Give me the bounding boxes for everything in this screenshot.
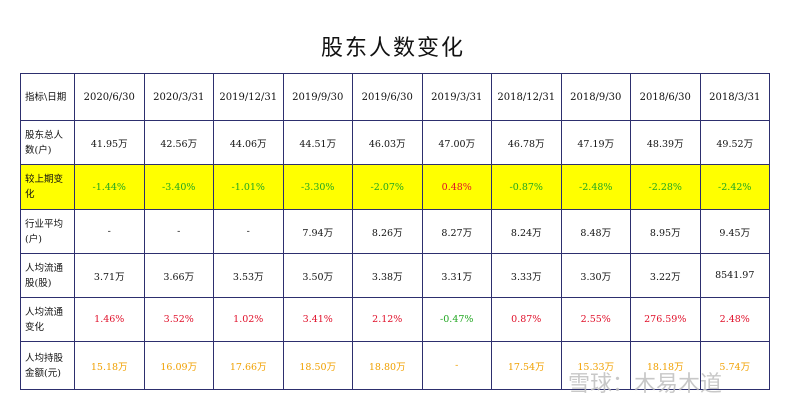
value-cell: 8541.97 <box>699 253 770 298</box>
date-header-cell: 2019/3/31 <box>421 73 492 121</box>
value-cell: 18.18万 <box>630 341 701 390</box>
value-cell: 18.50万 <box>282 341 353 390</box>
value-cell: 47.19万 <box>560 120 631 165</box>
value-cell: -3.30% <box>282 164 353 210</box>
value-cell: -0.87% <box>491 164 562 210</box>
value-cell: 15.18万 <box>74 341 145 390</box>
shareholder-table: 指标\日期 2020/6/30 2020/3/31 2019/12/31 2019/9… <box>20 73 770 390</box>
value-cell: 49.52万 <box>699 120 770 165</box>
table-row: 较上期变化 -1.44% -3.40% -1.01% -3.30% -2.07% 0.48%… <box>20 164 770 210</box>
table-body: 指标\日期 2020/6/30 2020/3/31 2019/12/31 2019/9… <box>20 73 770 390</box>
value-cell: 0.48% <box>421 164 492 210</box>
table-row: 人均流通股(股) 3.71万 3.66万 3.53万 3.50万 3.38万 3.31万 3.… <box>20 253 770 298</box>
corner-header-cell: 指标\日期 <box>20 73 75 121</box>
value-cell: - <box>74 209 145 254</box>
value-cell: 17.54万 <box>491 341 562 390</box>
value-cell: 3.22万 <box>630 253 701 298</box>
value-cell: 46.78万 <box>491 120 562 165</box>
value-cell: 48.39万 <box>630 120 701 165</box>
value-cell: 42.56万 <box>143 120 214 165</box>
value-cell: 3.52% <box>143 297 214 342</box>
value-cell: 15.33万 <box>560 341 631 390</box>
value-cell: 8.95万 <box>630 209 701 254</box>
date-header-cell: 2020/6/30 <box>74 73 145 121</box>
table-header-row: 指标\日期 2020/6/30 2020/3/31 2019/12/31 2019/9… <box>20 73 770 121</box>
value-cell: 44.51万 <box>282 120 353 165</box>
value-cell: 5.74万 <box>699 341 770 390</box>
value-cell: 1.02% <box>213 297 284 342</box>
row-label-cell: 行业平均(户) <box>20 209 75 254</box>
row-label-cell: 股东总人数(户) <box>20 120 75 165</box>
value-cell: 8.24万 <box>491 209 562 254</box>
value-cell: 16.09万 <box>143 341 214 390</box>
row-label-cell: 人均流通变化 <box>20 297 75 342</box>
value-cell: 44.06万 <box>213 120 284 165</box>
date-header-cell: 2019/12/31 <box>213 73 284 121</box>
row-label-cell: 人均持股金额(元) <box>20 341 75 390</box>
value-cell: 3.50万 <box>282 253 353 298</box>
value-cell: 2.12% <box>352 297 423 342</box>
table-row: 股东总人数(户) 41.95万 42.56万 44.06万 44.51万 46.03万 47… <box>20 120 770 165</box>
value-cell: 3.53万 <box>213 253 284 298</box>
value-cell: 2.48% <box>699 297 770 342</box>
watermark: 雪球：木易木道 <box>568 372 723 397</box>
value-cell: 3.71万 <box>74 253 145 298</box>
value-cell: 3.31万 <box>421 253 492 298</box>
value-cell: 17.66万 <box>213 341 284 390</box>
table-row: 行业平均(户) - - -7.94万 8.26万 8.27万 8.24万 8.48万 8.95万… <box>20 209 770 254</box>
row-label-cell: 较上期变化 <box>20 164 75 210</box>
value-cell: 47.00万 <box>421 120 492 165</box>
value-cell: 3.38万 <box>352 253 423 298</box>
value-cell: 1.46% <box>74 297 145 342</box>
value-cell: - <box>143 209 214 254</box>
date-header-cell: 2018/6/30 <box>630 73 701 121</box>
value-cell: - <box>421 341 492 390</box>
value-cell: 41.95万 <box>74 120 145 165</box>
table-row: 人均流通变化 1.46% 3.52% 1.02% 3.41% 2.12% -0.47% 0.8… <box>20 297 770 342</box>
date-header-cell: 2020/3/31 <box>143 73 214 121</box>
value-cell: -3.40% <box>143 164 214 210</box>
value-cell: 3.33万 <box>491 253 562 298</box>
value-cell: 18.80万 <box>352 341 423 390</box>
date-header-cell: 2018/12/31 <box>491 73 562 121</box>
value-cell: 2.55% <box>560 297 631 342</box>
value-cell: 8.48万 <box>560 209 631 254</box>
value-cell: -1.01% <box>213 164 284 210</box>
date-header-cell: 2019/9/30 <box>282 73 353 121</box>
value-cell: 9.45万 <box>699 209 770 254</box>
value-cell: -0.47% <box>421 297 492 342</box>
value-cell: -2.42% <box>699 164 770 210</box>
value-cell: 46.03万 <box>352 120 423 165</box>
value-cell: -1.44% <box>74 164 145 210</box>
value-cell: 0.87% <box>491 297 562 342</box>
value-cell: 8.27万 <box>421 209 492 254</box>
date-header-cell: 2019/6/30 <box>352 73 423 121</box>
value-cell: 3.66万 <box>143 253 214 298</box>
value-cell: 7.94万 <box>282 209 353 254</box>
date-header-cell: 2018/9/30 <box>560 73 631 121</box>
row-label-cell: 人均流通股(股) <box>20 253 75 298</box>
value-cell: - <box>213 209 284 254</box>
value-cell: -2.28% <box>630 164 701 210</box>
value-cell: 3.41% <box>282 297 353 342</box>
value-cell: 276.59% <box>630 297 701 342</box>
value-cell: 8.26万 <box>352 209 423 254</box>
value-cell: -2.07% <box>352 164 423 210</box>
table-row: 人均持股金额(元) 15.18万 16.09万 17.66万 18.50万 18.80万 -… <box>20 341 770 390</box>
value-cell: 3.30万 <box>560 253 631 298</box>
date-header-cell: 2018/3/31 <box>699 73 770 121</box>
value-cell: -2.48% <box>560 164 631 210</box>
page-title: 股东人数变化 <box>320 36 465 61</box>
